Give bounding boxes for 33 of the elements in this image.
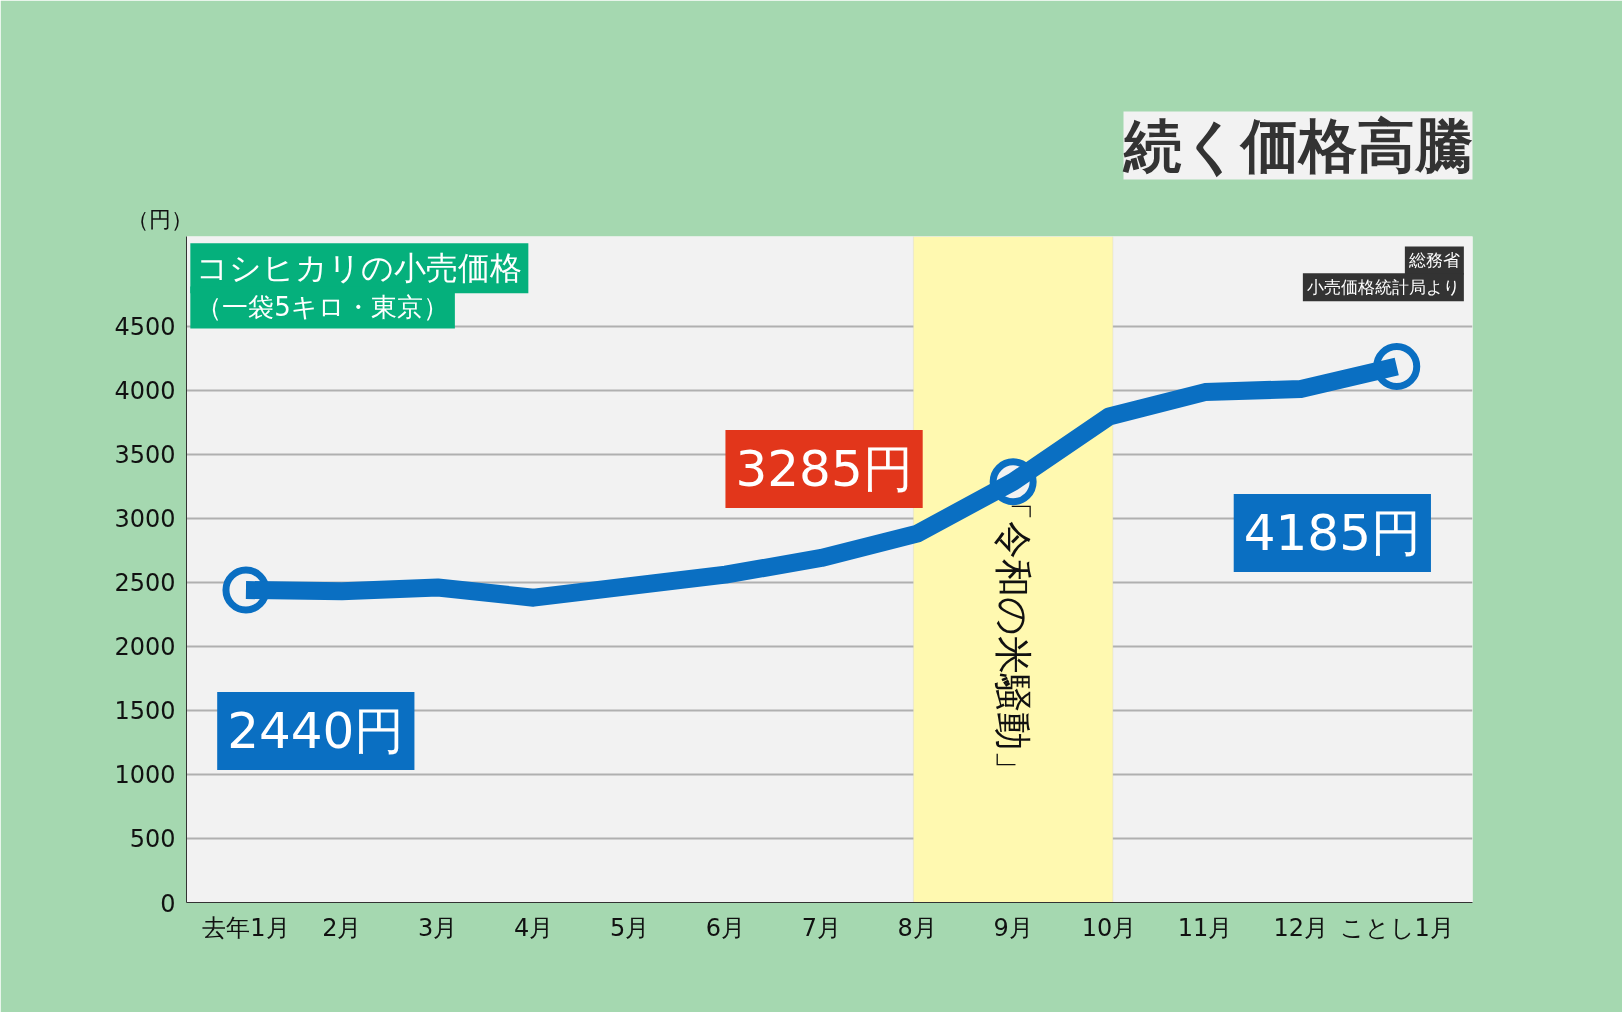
y-tick-label: 3500: [114, 441, 176, 470]
y-axis-title: （円）: [126, 206, 193, 232]
x-tick-label: 12月: [1273, 913, 1329, 942]
x-tick-label: 5月: [609, 913, 650, 942]
y-tick-label: 2500: [114, 569, 176, 598]
data-label: 4185円: [1243, 504, 1421, 562]
x-tick-label: 去年1月: [202, 913, 290, 942]
y-tick-label: 4500: [114, 313, 176, 342]
x-tick-label: 10月: [1081, 913, 1137, 942]
y-tick-label: 4000: [114, 377, 176, 406]
chart-title: 続く価格高騰: [1121, 111, 1473, 180]
band-label: 「令和の米騒動」: [991, 482, 1036, 788]
chart-subtitle: コシヒカリの小売価格: [196, 249, 523, 288]
data-label: 2440円: [227, 701, 405, 760]
x-tick-label: 11月: [1177, 913, 1233, 942]
x-tick-label: 3月: [418, 913, 458, 942]
data-label: 3285円: [735, 439, 913, 498]
y-tick-label: 0: [160, 889, 176, 918]
x-tick-label: 9月: [993, 913, 1033, 942]
annotation: 総務省: [1407, 250, 1460, 271]
annotation: （一袋5キロ・東京）: [196, 292, 449, 323]
y-tick-label: 2000: [114, 633, 176, 662]
y-tick-label: 500: [129, 825, 176, 854]
y-tick-label: 3000: [114, 505, 176, 534]
x-tick-label: 6月: [705, 913, 746, 942]
x-tick-label: 4月: [514, 913, 554, 942]
y-tick-label: 1500: [114, 697, 176, 726]
x-tick-label: 7月: [801, 913, 841, 942]
x-tick-label: 2月: [322, 913, 362, 942]
annotation: 小売価格統計局より: [1306, 277, 1460, 298]
x-tick-label: 8月: [897, 913, 937, 942]
x-tick-label: ことし1月: [1339, 913, 1454, 942]
y-tick-label: 1000: [114, 761, 176, 790]
